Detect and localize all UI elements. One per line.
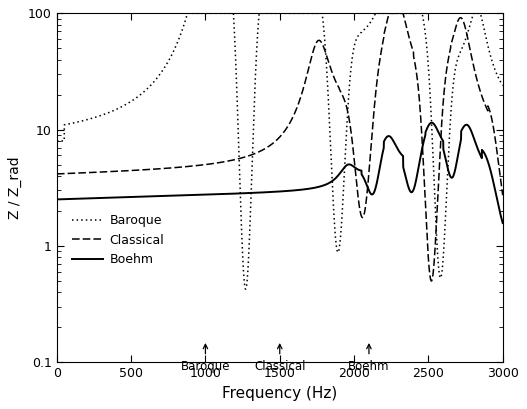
Boehm <box>500 220 506 225</box>
Classical <box>162 166 168 171</box>
Baroque <box>253 45 260 50</box>
Classical <box>160 166 166 171</box>
Baroque <box>184 11 191 16</box>
Boehm <box>54 197 60 202</box>
Text: Boehm: Boehm <box>348 360 389 373</box>
Classical <box>157 166 163 171</box>
Baroque <box>54 139 60 144</box>
Legend: Baroque, Classical, Boehm: Baroque, Classical, Boehm <box>72 214 164 266</box>
X-axis label: Frequency (Hz): Frequency (Hz) <box>222 386 337 401</box>
Baroque <box>242 287 249 292</box>
Text: Baroque: Baroque <box>181 360 230 373</box>
Boehm <box>157 194 163 199</box>
Classical <box>253 151 260 155</box>
Line: Boehm: Boehm <box>57 123 503 223</box>
Baroque <box>496 77 502 82</box>
Boehm <box>222 191 228 196</box>
Classical <box>428 279 435 283</box>
Boehm <box>496 207 502 211</box>
Classical <box>54 171 60 176</box>
Line: Baroque: Baroque <box>57 13 503 289</box>
Classical <box>496 167 502 172</box>
Boehm <box>160 193 166 198</box>
Baroque <box>500 83 506 88</box>
Baroque <box>162 64 168 69</box>
Classical <box>386 11 392 16</box>
Baroque <box>157 71 163 76</box>
Boehm <box>253 190 260 195</box>
Baroque <box>222 11 228 16</box>
Text: Classical: Classical <box>254 360 306 373</box>
Line: Classical: Classical <box>57 13 503 281</box>
Classical <box>222 159 228 164</box>
Boehm <box>428 120 435 125</box>
Classical <box>500 193 506 198</box>
Y-axis label: Z / Z_rad: Z / Z_rad <box>8 157 23 219</box>
Baroque <box>160 68 166 73</box>
Boehm <box>162 193 168 198</box>
